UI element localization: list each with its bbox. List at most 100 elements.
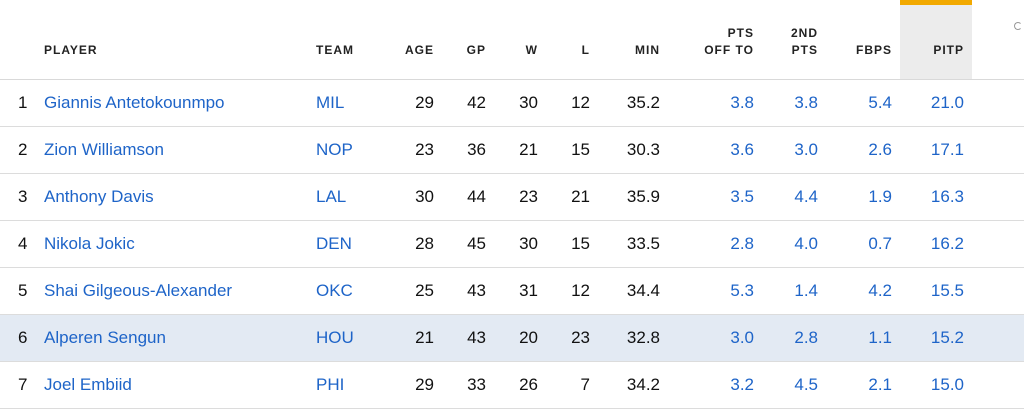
age-cell: 21: [415, 328, 434, 347]
fbps-link[interactable]: 4.2: [868, 281, 892, 300]
w-cell: 30: [519, 93, 538, 112]
pts-off-to-link[interactable]: 3.5: [730, 187, 754, 206]
team-link-cell: NOP: [310, 127, 372, 174]
gp-cell: 36: [467, 140, 486, 159]
age-cell: 29: [415, 93, 434, 112]
table-body: 1 Giannis Antetokounmpo MIL 29 42 30 12 35.2 3.8…: [0, 80, 1024, 409]
table-row: 2 Zion Williamson NOP 23 36 21 15 30.3 3.6 3.0 2.6…: [0, 127, 1024, 174]
pitp-link[interactable]: 16.3: [930, 187, 964, 206]
team-link-cell: MIL: [310, 80, 372, 127]
rank-cell: 7: [18, 375, 28, 394]
pts-off-to-link[interactable]: 2.8: [730, 234, 754, 253]
extra-cell: [972, 174, 1024, 221]
min-header[interactable]: MIN: [598, 2, 668, 80]
second-pts-header-line2: PTS: [791, 43, 818, 57]
extra-cell: [972, 221, 1024, 268]
player-name-link-cell: Alperen Sengun: [38, 315, 310, 362]
fbps-link[interactable]: 2.6: [868, 140, 892, 159]
second-pts-link[interactable]: 3.8: [794, 93, 818, 112]
table-row: 1 Giannis Antetokounmpo MIL 29 42 30 12 35.2 3.8…: [0, 80, 1024, 127]
second-pts-link[interactable]: 4.5: [794, 375, 818, 394]
pts-off-to-link[interactable]: 3.6: [730, 140, 754, 159]
player-name-link-cell: Shai Gilgeous-Alexander: [38, 268, 310, 315]
gp-cell: 43: [467, 281, 486, 300]
player-name-link[interactable]: Zion Williamson: [44, 140, 164, 159]
min-cell: 32.8: [626, 328, 660, 347]
second-pts-link[interactable]: 2.8: [794, 328, 818, 347]
age-cell: 25: [415, 281, 434, 300]
age-cell: 29: [415, 375, 434, 394]
team-link[interactable]: LAL: [316, 187, 347, 206]
age-cell: 28: [415, 234, 434, 253]
gp-cell: 42: [467, 93, 486, 112]
age-cell: 30: [415, 187, 434, 206]
fbps-link[interactable]: 1.9: [868, 187, 892, 206]
extra-cell: [972, 362, 1024, 409]
pts-off-to-link[interactable]: 3.2: [730, 375, 754, 394]
second-pts-link[interactable]: 3.0: [794, 140, 818, 159]
team-link[interactable]: DEN: [316, 234, 352, 253]
table-header-row: PLAYER TEAM AGE GP W L MIN PTS OFF TO 2N…: [0, 0, 1024, 80]
age-header[interactable]: AGE: [372, 2, 442, 80]
player-name-link[interactable]: Giannis Antetokounmpo: [44, 93, 225, 112]
gp-cell: 33: [467, 375, 486, 394]
fbps-link[interactable]: 5.4: [868, 93, 892, 112]
rank-cell: 4: [18, 234, 28, 253]
pts-off-to-header-line1: PTS: [727, 26, 754, 40]
team-link[interactable]: MIL: [316, 93, 345, 112]
second-pts-link[interactable]: 1.4: [794, 281, 818, 300]
second-pts-link[interactable]: 4.0: [794, 234, 818, 253]
partial-column-indicator-icon: [1014, 22, 1022, 30]
team-link[interactable]: OKC: [316, 281, 353, 300]
player-name-link[interactable]: Anthony Davis: [44, 187, 154, 206]
w-cell: 30: [519, 234, 538, 253]
pitp-link[interactable]: 15.0: [930, 375, 964, 394]
player-name-link[interactable]: Joel Embiid: [44, 375, 132, 394]
player-name-link[interactable]: Shai Gilgeous-Alexander: [44, 281, 233, 300]
pitp-link[interactable]: 16.2: [930, 234, 964, 253]
w-header[interactable]: W: [494, 2, 546, 80]
second-pts-link[interactable]: 4.4: [794, 187, 818, 206]
table-row: 4 Nikola Jokic DEN 28 45 30 15 33.5 2.8 4.0 0.7 16.…: [0, 221, 1024, 268]
team-link[interactable]: PHI: [316, 375, 345, 394]
pts-off-to-header[interactable]: PTS OFF TO: [668, 2, 762, 80]
pts-off-to-link[interactable]: 5.3: [730, 281, 754, 300]
fbps-link[interactable]: 0.7: [868, 234, 892, 253]
player-name-link[interactable]: Nikola Jokic: [44, 234, 135, 253]
fbps-header[interactable]: FBPS: [826, 2, 900, 80]
gp-cell: 43: [467, 328, 486, 347]
pts-off-to-link[interactable]: 3.0: [730, 328, 754, 347]
l-header[interactable]: L: [546, 2, 598, 80]
player-name-link[interactable]: Alperen Sengun: [44, 328, 166, 347]
team-header[interactable]: TEAM: [310, 2, 372, 80]
w-cell: 21: [519, 140, 538, 159]
table-row: 5 Shai Gilgeous-Alexander OKC 25 43 31 12 34.4 5…: [0, 268, 1024, 315]
team-link[interactable]: NOP: [316, 140, 353, 159]
gp-header[interactable]: GP: [442, 2, 494, 80]
pitp-header-sorted[interactable]: PITP: [900, 0, 972, 80]
pitp-link[interactable]: 21.0: [930, 93, 964, 112]
pitp-link[interactable]: 15.2: [930, 328, 964, 347]
pts-off-to-link[interactable]: 3.8: [730, 93, 754, 112]
table-row: 6 Alperen Sengun HOU 21 43 20 23 32.8 3.0 2.8 1.1 1…: [0, 314, 1024, 362]
extra-cell: [972, 80, 1024, 127]
player-name-link-cell: Giannis Antetokounmpo: [38, 80, 310, 127]
fbps-link[interactable]: 2.1: [868, 375, 892, 394]
l-cell: 15: [571, 140, 590, 159]
team-link-cell: LAL: [310, 174, 372, 221]
gp-cell: 45: [467, 234, 486, 253]
team-link-cell: OKC: [310, 268, 372, 315]
rank-cell: 1: [18, 93, 28, 112]
pitp-link[interactable]: 17.1: [930, 140, 964, 159]
player-header[interactable]: PLAYER: [38, 2, 310, 80]
pitp-link[interactable]: 15.5: [930, 281, 964, 300]
min-cell: 35.2: [626, 93, 660, 112]
team-link[interactable]: HOU: [316, 328, 354, 347]
player-name-link-cell: Zion Williamson: [38, 127, 310, 174]
fbps-link[interactable]: 1.1: [868, 328, 892, 347]
extra-cell: [972, 268, 1024, 315]
min-cell: 30.3: [626, 140, 660, 159]
table-row: 3 Anthony Davis LAL 30 44 23 21 35.9 3.5 4.4 1.9 16…: [0, 174, 1024, 221]
second-pts-header[interactable]: 2ND PTS: [762, 2, 826, 80]
